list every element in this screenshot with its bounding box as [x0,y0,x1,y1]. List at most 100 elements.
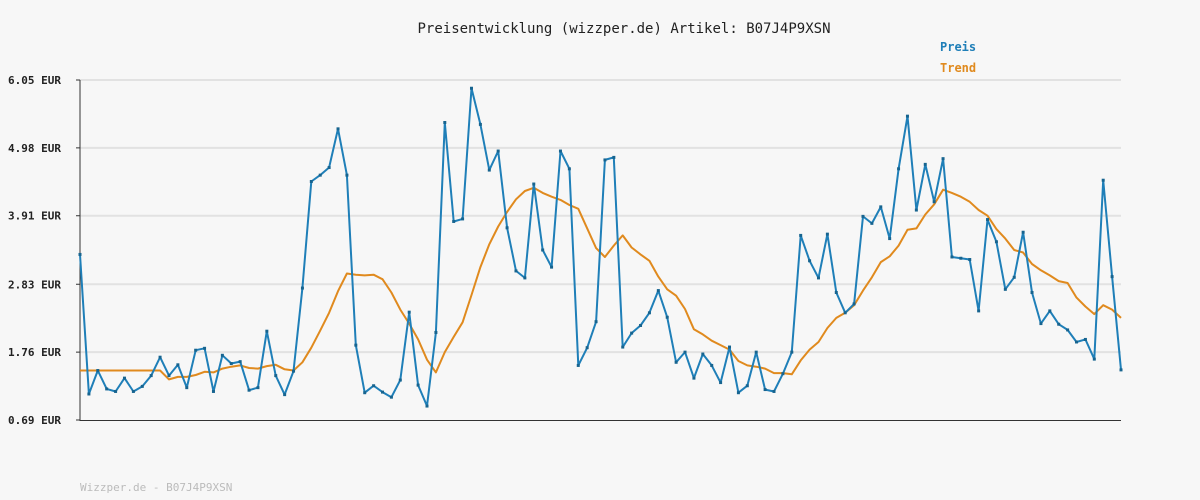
y-axis-ticks: 6.05 EUR 4.98 EUR 3.91 EUR 2.83 EUR 1.76 EUR… [8,74,80,427]
data-point-preis [950,255,954,259]
data-point-preis [114,389,118,393]
data-point-preis [176,363,180,367]
data-point-preis [514,269,518,273]
data-point-preis [274,374,278,378]
chart-footer: Wizzper.de - B07J4P9XSN [80,481,232,494]
data-point-preis [203,346,207,350]
data-point-preis [1119,368,1123,372]
data-point-preis [1048,309,1052,313]
data-point-preis [1003,287,1007,291]
data-point-preis [825,232,829,236]
data-point-preis [630,331,634,335]
y-tick-label: 6.05 EUR [8,74,61,87]
data-point-preis [389,395,393,399]
data-point-preis [870,221,874,225]
data-point-preis [292,369,296,373]
data-point-preis [452,219,456,223]
data-point-preis [808,259,812,263]
data-point-preis [461,217,465,221]
data-point-preis [363,391,367,395]
data-point-preis [309,179,313,183]
data-point-preis [781,372,785,376]
legend-preis: Preis [940,40,976,54]
data-point-preis [1066,328,1070,332]
data-point-preis [131,389,135,393]
data-point-preis [710,363,714,367]
data-point-preis [550,265,554,269]
data-point-preis [1075,340,1079,344]
data-point-preis [861,214,865,218]
y-tick-label: 2.83 EUR [8,278,61,291]
data-point-preis [790,350,794,354]
data-point-preis [105,387,109,391]
data-point-preis [621,345,625,349]
data-point-preis [1012,275,1016,279]
data-point-preis [905,114,909,118]
data-point-preis [692,376,696,380]
data-point-preis [665,315,669,319]
data-point-preis [986,218,990,222]
data-point-preis [185,386,189,390]
chart-title: Preisentwicklung (wizzper.de) Artikel: B… [417,21,830,37]
data-point-preis [532,182,536,186]
data-point-preis [87,392,91,396]
data-point-preis [229,362,233,366]
data-point-preis [96,369,100,373]
data-point-preis [1030,291,1034,294]
data-point-preis [354,343,358,347]
data-point-preis [336,127,340,131]
data-point-preis [736,391,740,395]
data-point-preis [194,348,198,352]
data-point-preis [763,388,767,392]
data-point-preis [1092,357,1096,361]
data-point-preis [523,276,527,280]
data-point-preis [701,352,705,356]
data-point-preis [496,149,500,153]
data-point-preis [283,393,287,397]
data-point-preis [505,226,509,230]
data-point-preis [656,289,660,293]
data-point-preis [1021,230,1025,234]
data-point-preis [122,376,126,380]
data-point-preis [1101,178,1105,182]
data-point-preis [728,345,732,349]
data-point-preis [487,168,491,172]
data-point-preis [416,383,420,387]
data-point-preis [772,389,776,393]
data-point-preis [149,374,153,378]
data-point-preis [816,276,820,280]
y-tick-label: 4.98 EUR [8,142,61,155]
data-point-preis [381,390,385,394]
data-point-preis [398,378,402,382]
data-point-preis [674,360,678,364]
data-point-preis [567,167,571,171]
data-point-preis [434,330,438,334]
data-point-preis [372,384,376,388]
data-point-preis [407,310,411,314]
legend-trend: Trend [940,61,976,75]
data-point-preis [994,240,998,244]
data-point-preis [799,233,803,237]
data-point-preis [852,302,856,306]
data-point-preis [1083,337,1087,341]
data-point-preis [647,311,651,315]
data-point-preis [914,208,918,212]
data-point-preis [78,252,82,256]
data-point-preis [968,258,972,262]
data-point-preis [469,86,473,90]
y-tick-label: 1.76 EUR [8,346,61,359]
data-point-preis [1057,322,1061,326]
data-point-preis [959,256,963,260]
data-point-preis [211,389,215,393]
data-point-preis [318,173,322,177]
data-point-preis [1110,275,1114,279]
data-point-preis [683,350,687,354]
data-point-preis [300,286,304,290]
data-point-preis [158,355,162,359]
data-point-preis [879,205,883,209]
data-point-preis [425,404,429,408]
data-point-preis [256,386,260,390]
y-tick-label: 0.69 EUR [8,414,61,427]
